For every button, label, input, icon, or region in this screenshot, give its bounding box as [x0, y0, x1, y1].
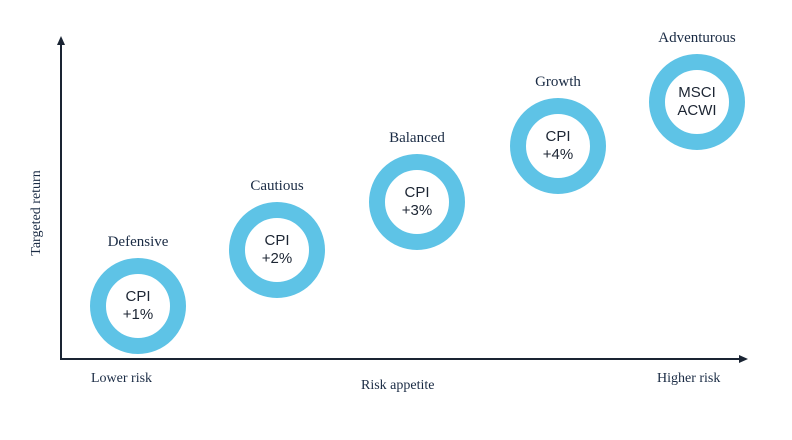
profile-defensive: Defensive CPI +1% [90, 234, 186, 354]
y-axis-label: Targeted return [29, 170, 44, 256]
x-axis-label: Risk appetite [361, 378, 435, 393]
target-ring: CPI +4% [510, 98, 606, 194]
target-line-2: +2% [261, 250, 293, 267]
profile-adventurous: Adventurous MSCI ACWI [649, 30, 745, 150]
profile-cautious: Cautious CPI +2% [229, 178, 325, 298]
target-line-1: CPI [264, 232, 290, 249]
y-axis-arrow [57, 36, 65, 45]
x-axis-start-label: Lower risk [91, 371, 153, 386]
target-line-2: ACWI [677, 102, 717, 119]
target-line-1: MSCI [678, 84, 716, 101]
target-line-1: CPI [404, 184, 430, 201]
target-line-2: +4% [542, 146, 574, 163]
target-ring: CPI +1% [90, 258, 186, 354]
x-axis-arrow [739, 355, 748, 363]
profile-growth: Growth CPI +4% [510, 74, 606, 194]
target-ring: CPI +3% [369, 154, 465, 250]
target-line-1: CPI [545, 128, 571, 145]
target-ring: CPI +2% [229, 202, 325, 298]
x-axis-end-label: Higher risk [657, 371, 721, 386]
target-line-2: +1% [122, 306, 154, 323]
target-line-1: CPI [125, 288, 151, 305]
profile-name: Cautious [250, 178, 304, 194]
profile-balanced: Balanced CPI +3% [369, 130, 465, 250]
target-line-2: +3% [401, 202, 433, 219]
profile-name: Defensive [107, 234, 169, 250]
target-ring: MSCI ACWI [649, 54, 745, 150]
x-axis-line [60, 358, 740, 360]
y-axis-line [60, 44, 62, 360]
profile-name: Adventurous [658, 30, 736, 46]
profile-name: Balanced [389, 130, 445, 146]
profile-name: Growth [535, 74, 581, 90]
